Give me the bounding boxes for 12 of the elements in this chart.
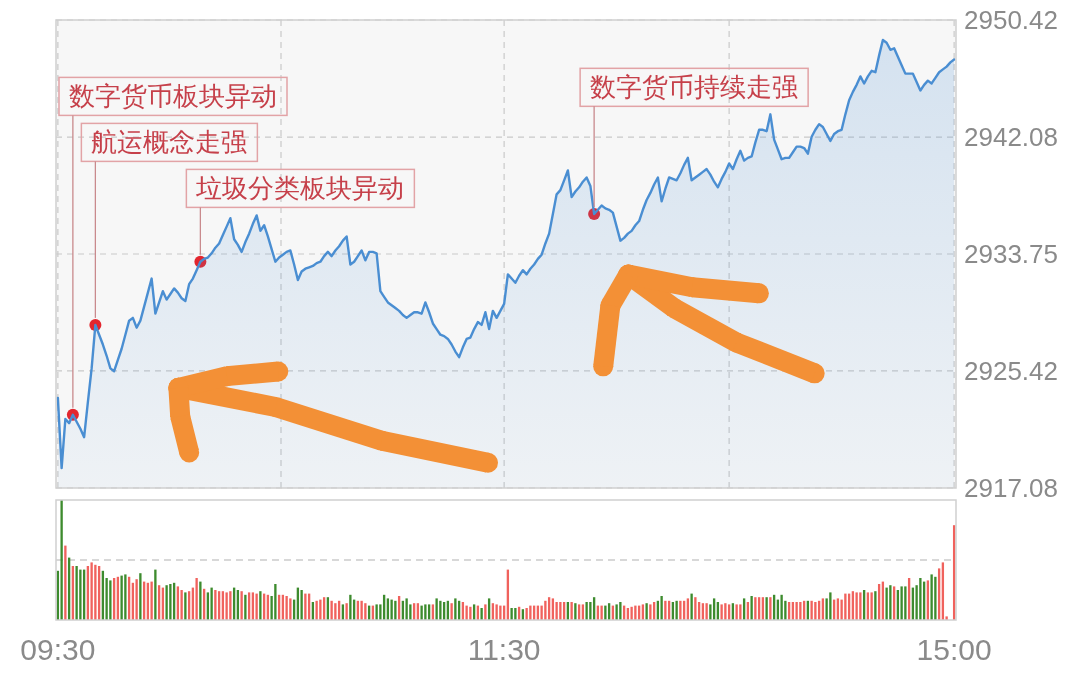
y-tick-label: 2933.75	[964, 239, 1058, 269]
x-tick-label: 11:30	[467, 633, 541, 666]
annotation: 数字货币持续走强	[590, 72, 799, 103]
x-tick-label: 09:30	[20, 633, 96, 666]
y-tick-label: 2925.42	[964, 355, 1058, 386]
y-tick-label: 2917.08	[964, 473, 1058, 503]
y-tick-label: 2950.42	[964, 5, 1058, 35]
annotation: 垃圾分类板块异动	[195, 173, 405, 204]
y-tick-label: 2942.08	[964, 122, 1058, 153]
annotation: 数字货币板块异动	[69, 81, 277, 112]
x-tick-label: 15:00	[916, 633, 992, 666]
annotation: 航运概念走强	[91, 127, 248, 158]
